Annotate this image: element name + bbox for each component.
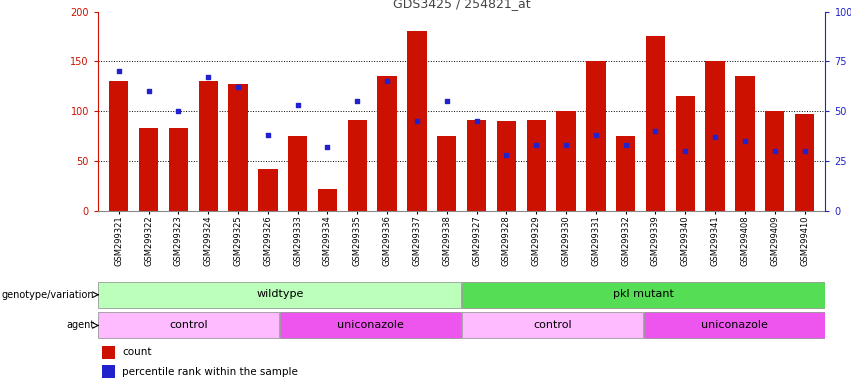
Point: [142, 88, 156, 94]
Bar: [765, 111, 785, 211]
Point: [112, 68, 126, 74]
Text: percentile rank within the sample: percentile rank within the sample: [122, 366, 298, 377]
Text: uniconazole: uniconazole: [337, 320, 404, 330]
Point: [648, 128, 662, 134]
Point: [410, 118, 424, 124]
Bar: [347, 120, 367, 211]
Bar: [258, 169, 277, 211]
Bar: [467, 120, 486, 211]
Bar: [462, 282, 825, 308]
Point: [589, 132, 603, 138]
Text: control: control: [169, 320, 208, 330]
Title: GDS3425 / 254821_at: GDS3425 / 254821_at: [393, 0, 530, 10]
Text: agent: agent: [66, 320, 94, 331]
Bar: [101, 365, 115, 378]
Text: uniconazole: uniconazole: [701, 320, 768, 330]
Point: [291, 102, 305, 108]
Bar: [101, 346, 115, 359]
Bar: [378, 76, 397, 211]
Point: [231, 84, 245, 91]
Point: [529, 142, 543, 148]
Point: [619, 142, 632, 148]
Point: [380, 78, 394, 84]
Bar: [616, 136, 636, 211]
Point: [797, 148, 811, 154]
Bar: [646, 36, 665, 211]
Bar: [644, 313, 825, 338]
Bar: [497, 121, 516, 211]
Text: count: count: [122, 347, 151, 358]
Bar: [676, 96, 695, 211]
Point: [202, 74, 215, 81]
Bar: [228, 84, 248, 211]
Bar: [139, 128, 158, 211]
Point: [351, 98, 364, 104]
Point: [500, 152, 513, 158]
Bar: [288, 136, 307, 211]
Bar: [198, 81, 218, 211]
Point: [738, 138, 751, 144]
Bar: [408, 31, 426, 211]
Bar: [168, 128, 188, 211]
Point: [768, 148, 781, 154]
Text: pkl mutant: pkl mutant: [613, 289, 674, 299]
Bar: [437, 136, 456, 211]
Point: [708, 134, 722, 141]
Bar: [317, 189, 337, 211]
Point: [440, 98, 454, 104]
Point: [172, 108, 186, 114]
Point: [678, 148, 692, 154]
Bar: [99, 313, 279, 338]
Bar: [735, 76, 755, 211]
Bar: [705, 61, 725, 211]
Bar: [586, 61, 606, 211]
Bar: [462, 313, 643, 338]
Point: [321, 144, 334, 151]
Bar: [557, 111, 576, 211]
Text: wildtype: wildtype: [256, 289, 304, 299]
Bar: [99, 282, 461, 308]
Point: [559, 142, 573, 148]
Text: genotype/variation: genotype/variation: [2, 290, 94, 300]
Point: [261, 132, 275, 138]
Bar: [795, 114, 814, 211]
Bar: [280, 313, 461, 338]
Text: control: control: [534, 320, 572, 330]
Bar: [109, 81, 129, 211]
Bar: [527, 120, 545, 211]
Point: [470, 118, 483, 124]
